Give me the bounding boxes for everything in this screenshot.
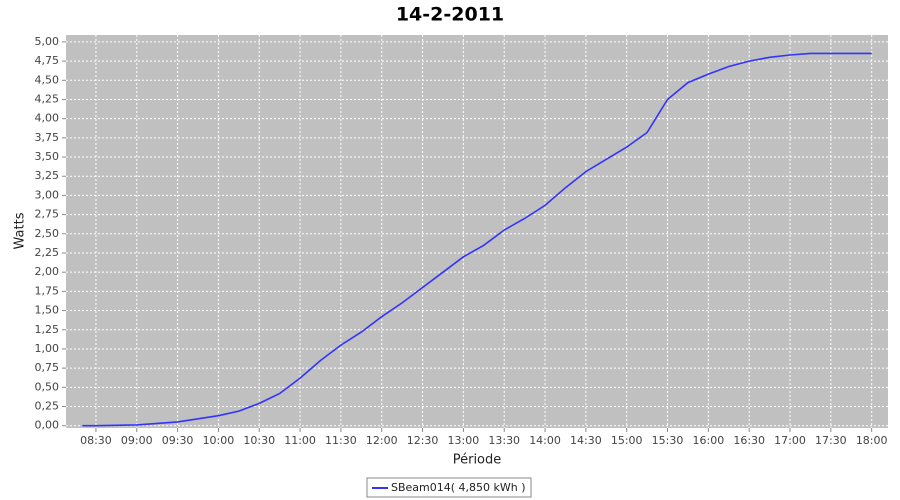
x-tick-label: 15:30 <box>652 434 684 447</box>
y-tick-label: 2,75 <box>35 208 60 221</box>
y-tick-label: 0,50 <box>35 380 60 393</box>
x-tick-label: 08:30 <box>80 434 112 447</box>
y-tick-label: 3,25 <box>35 169 60 182</box>
y-tick-label: 4,25 <box>35 92 60 105</box>
chart-title: 14-2-2011 <box>396 4 504 26</box>
y-tick-label: 0,25 <box>35 400 60 413</box>
x-tick-label: 10:00 <box>203 434 235 447</box>
y-tick-label: 1,50 <box>35 304 60 317</box>
y-axis-label: Watts <box>13 212 28 249</box>
y-tick-label: 2,50 <box>35 227 60 240</box>
y-tick-label: 3,00 <box>35 188 60 201</box>
x-tick-label: 14:00 <box>529 434 561 447</box>
y-tick-label: 2,00 <box>35 265 60 278</box>
legend-label: SBeam014( 4,850 kWh ) <box>391 481 526 494</box>
x-tick-label: 09:30 <box>162 434 194 447</box>
x-tick-label: 13:00 <box>448 434 480 447</box>
y-tick-label: 0,00 <box>35 419 60 432</box>
y-tick-label: 3,50 <box>35 150 60 163</box>
y-tick-label: 3,75 <box>35 131 60 144</box>
x-tick-label: 12:30 <box>407 434 439 447</box>
legend: SBeam014( 4,850 kWh ) <box>366 477 532 498</box>
x-tick-label: 10:30 <box>243 434 275 447</box>
y-tick-label: 1,25 <box>35 323 60 336</box>
x-tick-label: 12:00 <box>366 434 398 447</box>
x-tick-label: 17:00 <box>774 434 806 447</box>
data-line <box>82 52 872 427</box>
x-tick-label: 11:30 <box>325 434 357 447</box>
y-tick-label: 4,50 <box>35 73 60 86</box>
x-tick-label: 17:30 <box>815 434 847 447</box>
y-tick-label: 5,00 <box>35 35 60 48</box>
x-tick-label: 15:00 <box>611 434 643 447</box>
x-tick-label: 14:30 <box>570 434 602 447</box>
x-axis-label: Période <box>453 453 502 468</box>
y-tick-label: 2,25 <box>35 246 60 259</box>
plot-area <box>66 35 888 428</box>
y-tick-label: 4,00 <box>35 112 60 125</box>
y-tick-label: 1,75 <box>35 284 60 297</box>
y-tick-label: 0,75 <box>35 361 60 374</box>
x-tick-label: 16:30 <box>733 434 765 447</box>
x-tick-label: 09:00 <box>121 434 153 447</box>
x-tick-label: 13:30 <box>488 434 520 447</box>
y-tick-label: 4,75 <box>35 54 60 67</box>
legend-box <box>366 477 532 498</box>
x-tick-label: 16:00 <box>693 434 725 447</box>
x-tick-label: 18:00 <box>856 434 888 447</box>
y-tick-label: 1,00 <box>35 342 60 355</box>
x-tick-label: 11:00 <box>284 434 316 447</box>
